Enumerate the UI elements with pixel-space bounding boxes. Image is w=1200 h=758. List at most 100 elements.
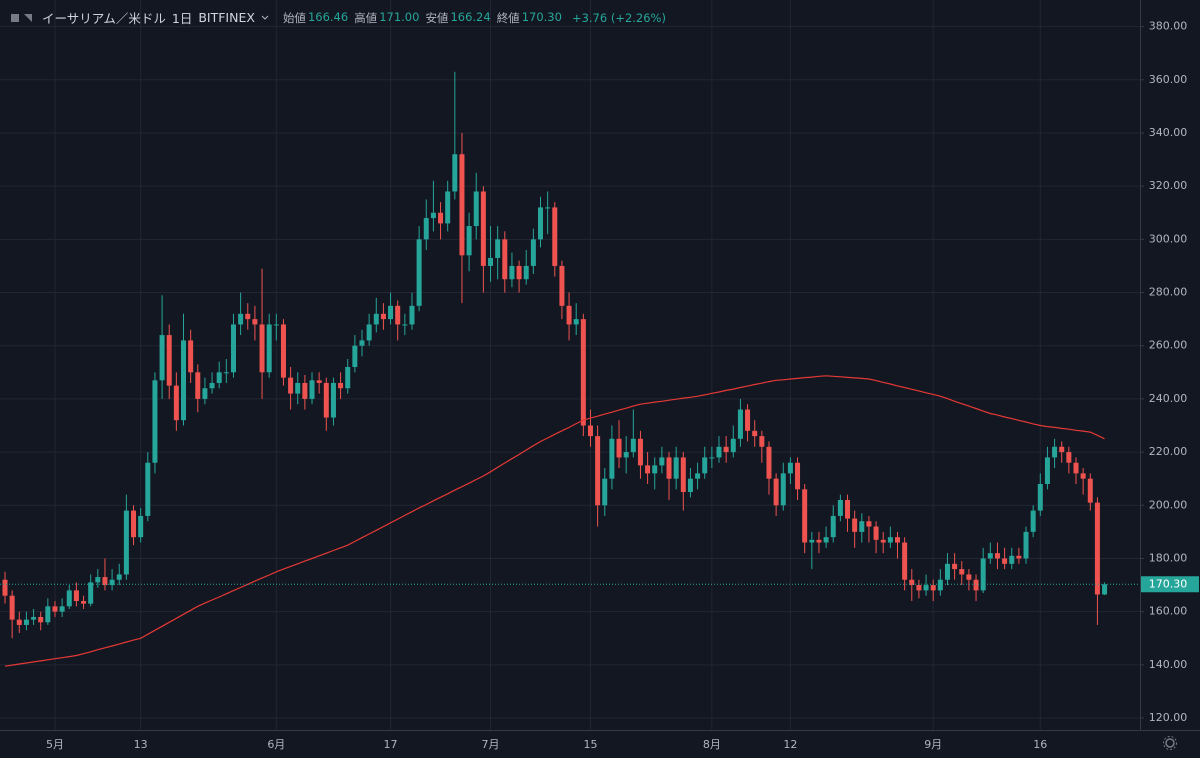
candle-body — [473, 191, 479, 227]
ohlc-label: 安値 — [425, 10, 449, 25]
y-tick-label: 320.00 — [1149, 179, 1188, 192]
candle-body — [980, 558, 986, 591]
candle-body — [88, 582, 94, 604]
candle-body — [16, 619, 22, 625]
candle-body — [787, 462, 793, 474]
candle-body — [966, 574, 972, 580]
candle-body — [1066, 452, 1072, 463]
y-tick-label: 160.00 — [1149, 605, 1188, 618]
gear-teeth[interactable] — [1163, 736, 1177, 750]
y-tick-label: 180.00 — [1149, 551, 1188, 564]
ohlc-value: 166.46 — [307, 9, 349, 24]
candle-body — [488, 257, 494, 266]
ohlc-label: 高値 — [354, 10, 378, 25]
candle-body — [1052, 446, 1058, 458]
candle-body — [845, 499, 851, 519]
candle-body — [266, 324, 272, 373]
header-icons[interactable] — [10, 12, 36, 24]
grid — [0, 0, 1140, 730]
icon[interactable] — [24, 13, 32, 22]
candle-body — [659, 457, 665, 466]
candle-body — [252, 319, 258, 325]
candle-body — [345, 366, 351, 389]
y-tick-label: 140.00 — [1149, 658, 1188, 671]
x-tick-label: 13 — [134, 738, 148, 751]
candle-body — [702, 457, 708, 474]
candle-body — [795, 462, 801, 490]
candle-body — [388, 305, 394, 320]
candle-body — [66, 590, 72, 607]
candle-body — [1009, 555, 1015, 564]
exchange[interactable]: BITFINEX — [198, 10, 255, 25]
chevron[interactable] — [261, 15, 269, 20]
candle-body — [409, 305, 415, 325]
candle-body — [338, 382, 344, 389]
candle-body — [616, 438, 622, 458]
candle-body — [809, 539, 815, 543]
candle-body — [152, 380, 158, 463]
candle-body — [280, 324, 286, 378]
symbol[interactable]: イーサリアム／米ドル — [42, 11, 166, 26]
gear[interactable] — [1165, 738, 1175, 748]
candle-body — [873, 526, 879, 540]
change: +3.76 (+2.26%) — [571, 10, 666, 25]
candle-body — [195, 372, 201, 399]
interval[interactable]: 1日 — [171, 11, 193, 26]
candle-body — [680, 457, 686, 492]
candle-body — [288, 377, 294, 394]
candle-body — [673, 457, 679, 479]
y-tick-label: 360.00 — [1149, 73, 1188, 86]
dropdown-arrow[interactable] — [261, 14, 269, 22]
candle-body — [259, 324, 265, 373]
candle-body — [495, 239, 501, 258]
candle-body — [159, 335, 165, 381]
candle-body — [545, 207, 551, 209]
candle-body — [773, 478, 779, 506]
candle-body — [973, 579, 979, 591]
candle-body — [2, 579, 8, 596]
candle-body — [1080, 473, 1086, 479]
ohlc-value: 171.00 — [379, 9, 420, 24]
candle-body — [895, 537, 900, 543]
candle-body — [859, 521, 865, 532]
y-tick-label: 120.00 — [1149, 711, 1188, 724]
candle-body — [309, 380, 315, 399]
candle-body — [695, 473, 701, 479]
candle-body — [952, 563, 958, 570]
ohlc-label: 始値 — [282, 10, 306, 25]
axes: 120.00 140.00 160.00 180.00 200.00 220.00 240.… — [46, 20, 1199, 751]
candle-body — [45, 606, 51, 623]
candle-body — [380, 313, 386, 320]
candle-body — [609, 438, 615, 479]
candle-body — [752, 430, 758, 437]
candle-body — [480, 191, 486, 266]
x-tick-label: 9月 — [924, 738, 942, 751]
candle-body — [1059, 446, 1065, 453]
ohlc-values: 始値 166.46 高値 171.00 安値 166.24 終値 170.30 — [283, 10, 566, 26]
candle-body — [1102, 584, 1108, 595]
last-price-label: 170.30 — [1149, 577, 1188, 590]
candle-body — [438, 212, 444, 224]
candle-body — [1037, 484, 1043, 511]
candle-body — [909, 579, 915, 586]
ohlc-value: 166.24 — [450, 9, 491, 24]
candle-body — [145, 462, 151, 516]
y-tick-label: 220.00 — [1149, 445, 1188, 458]
candle-body — [302, 382, 308, 399]
candle-body — [902, 542, 908, 580]
candle-body — [745, 409, 751, 431]
candle-body — [52, 606, 58, 612]
candle-body — [359, 340, 365, 346]
candle-body — [138, 515, 144, 538]
candle-body — [502, 239, 508, 280]
y-tick-label: 260.00 — [1149, 339, 1188, 352]
y-tick-label: 200.00 — [1149, 498, 1188, 511]
settings-icon[interactable] — [1163, 736, 1177, 750]
candle-body — [587, 425, 593, 437]
candle-body — [173, 385, 179, 421]
candle-body — [573, 319, 579, 325]
candle-body — [402, 324, 408, 326]
candle-body — [223, 372, 229, 374]
icon[interactable] — [11, 13, 19, 22]
